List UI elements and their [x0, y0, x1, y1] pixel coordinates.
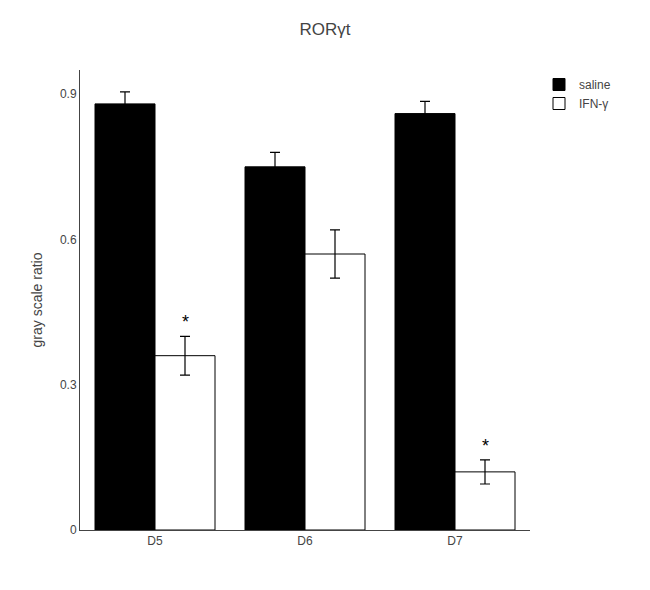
svg-text:*: *: [182, 312, 189, 332]
svg-text:saline: saline: [579, 78, 611, 92]
svg-text:D7: D7: [447, 534, 463, 548]
svg-text:RORγt: RORγt: [300, 20, 351, 39]
svg-text:IFN-γ: IFN-γ: [579, 97, 608, 111]
svg-text:D6: D6: [297, 534, 313, 548]
svg-text:*: *: [482, 436, 489, 456]
svg-text:0.6: 0.6: [60, 233, 77, 247]
svg-text:0.3: 0.3: [60, 378, 77, 392]
svg-text:gray scale ratio: gray scale ratio: [29, 252, 45, 347]
svg-text:0: 0: [70, 523, 77, 537]
svg-text:D5: D5: [147, 534, 163, 548]
svg-text:0.9: 0.9: [60, 87, 77, 101]
